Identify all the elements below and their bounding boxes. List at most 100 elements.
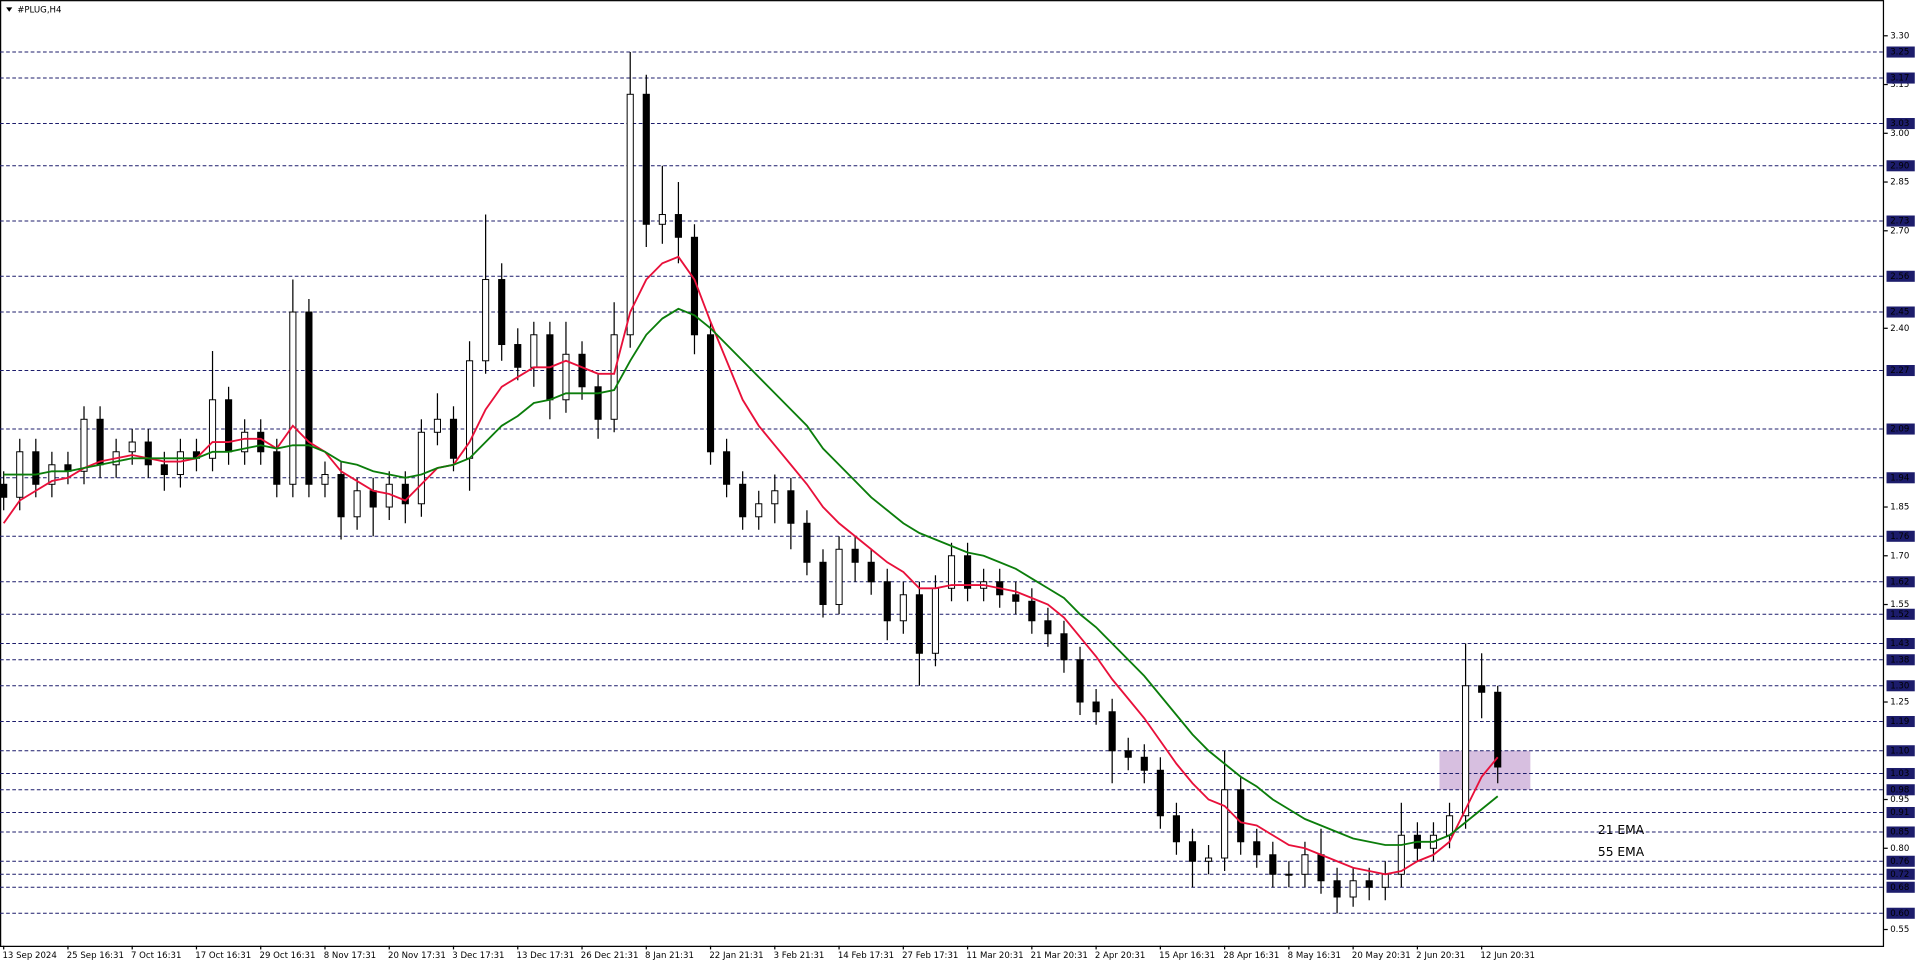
candle-body [144,441,152,466]
candle-body [305,311,313,485]
level-label: 1.10 [1890,746,1909,756]
x-tick-label: 14 Feb 17:31 [838,951,894,961]
candle-body [819,561,827,606]
level-label-box [1886,680,1915,692]
x-tick-label: 3 Feb 21:31 [774,951,825,961]
level-label-box [1886,855,1915,867]
candle-body [289,311,297,485]
menu-arrow[interactable] [6,7,13,12]
level-label-box [1886,472,1915,484]
candle-body [176,451,184,476]
candle-body [1188,841,1197,862]
candle-body [401,483,409,505]
candle-body [369,490,377,508]
y-tick-label: 3.30 [1890,31,1909,41]
level-label: 2.73 [1890,217,1909,227]
x-tick-label: 2 Jun 20:31 [1416,951,1465,961]
x-tick-label: 15 Apr 16:31 [1159,951,1215,961]
level-label: 1.19 [1890,717,1909,727]
level-label-box [1886,423,1915,435]
candle-body [1028,600,1036,622]
level-label: 1.76 [1890,532,1909,542]
candle-body [433,418,441,433]
level-label: 1.52 [1890,610,1909,620]
price-axis: 3.30 3.15 3.00 2.85 2.70 2.40 1.85 1.70 1.55 1.25… [2,31,1915,961]
y-tick-label: 3.00 [1890,129,1909,139]
level-label-box [1886,118,1915,130]
level-label-box [1886,72,1915,84]
candle-body [1269,854,1277,875]
y-tick-label: 0.80 [1890,844,1909,854]
candle-body [1253,841,1261,856]
level-label: 0.98 [1890,785,1909,795]
candle-body [1092,701,1100,713]
candle-body [1140,756,1148,771]
y-tick-label: 2.40 [1890,324,1909,334]
x-tick-label: 27 Feb 17:31 [902,951,958,961]
candle-body [1494,691,1502,768]
level-label-box [1886,907,1915,919]
candle-body [0,483,8,498]
candle-body [642,93,650,225]
candle-body [594,386,602,420]
candle-body [947,555,956,589]
candle-body [562,353,570,401]
level-label-box [1886,530,1915,542]
candle-body [417,431,425,505]
x-tick-label: 8 Jan 21:31 [645,951,694,961]
level-label: 1.94 [1890,473,1909,483]
level-label-box [1886,868,1915,880]
level-label: 0.91 [1890,808,1909,818]
ema-annotation: 21 EMA [1598,823,1645,837]
candle-body [1365,880,1373,888]
candle-body [1237,789,1245,843]
candle-body [1478,685,1486,693]
x-tick-label: 3 Dec 17:31 [452,951,504,961]
ema-line [3,307,1499,846]
candle-body [1076,659,1084,703]
level-label: 2.09 [1890,425,1909,435]
candle-body [755,503,763,518]
y-tick-label: 1.70 [1890,551,1909,561]
candle-body [931,587,940,654]
candle-body [128,441,136,453]
candle-body [321,474,329,485]
x-tick-label: 12 Jun 20:31 [1480,951,1535,961]
y-tick-label: 0.55 [1890,925,1909,935]
candle-body [1462,685,1470,817]
chart-title: #PLUG,H4 [17,5,61,15]
indicator-lines: 21 EMA 55 EMA [2,255,1645,876]
x-tick-label: 17 Oct 16:31 [195,951,251,961]
candle-body [771,490,779,505]
level-label-box [1886,306,1915,318]
level-label: 1.03 [1890,769,1909,779]
level-label: 3.03 [1890,119,1909,129]
level-label: 2.56 [1890,272,1909,282]
candle-body [208,399,217,459]
candle-body [241,431,249,453]
candle-body [530,334,538,368]
candle-body [739,483,747,518]
level-label-box [1886,715,1915,728]
level-label: 3.25 [1890,48,1909,58]
levels [0,51,1885,914]
y-tick-label: 1.85 [1890,503,1909,513]
candle-body [1060,633,1068,661]
candle-body [867,561,875,583]
x-tick-label: 20 May 20:31 [1352,951,1411,961]
candle-body [1397,834,1405,875]
candle-body [610,334,618,420]
candle-body [1301,854,1309,875]
candle-body [964,555,972,589]
candle-body [851,548,859,563]
candle-body [1012,594,1020,602]
candle-body [674,214,682,238]
level-label-box [1886,767,1915,780]
x-tick-label: 13 Dec 17:31 [517,951,575,961]
candle-body [160,464,168,476]
level-label: 1.38 [1890,655,1909,665]
x-tick-label: 8 Nov 17:31 [324,951,376,961]
candle-body [449,418,458,459]
candles [0,52,1502,914]
